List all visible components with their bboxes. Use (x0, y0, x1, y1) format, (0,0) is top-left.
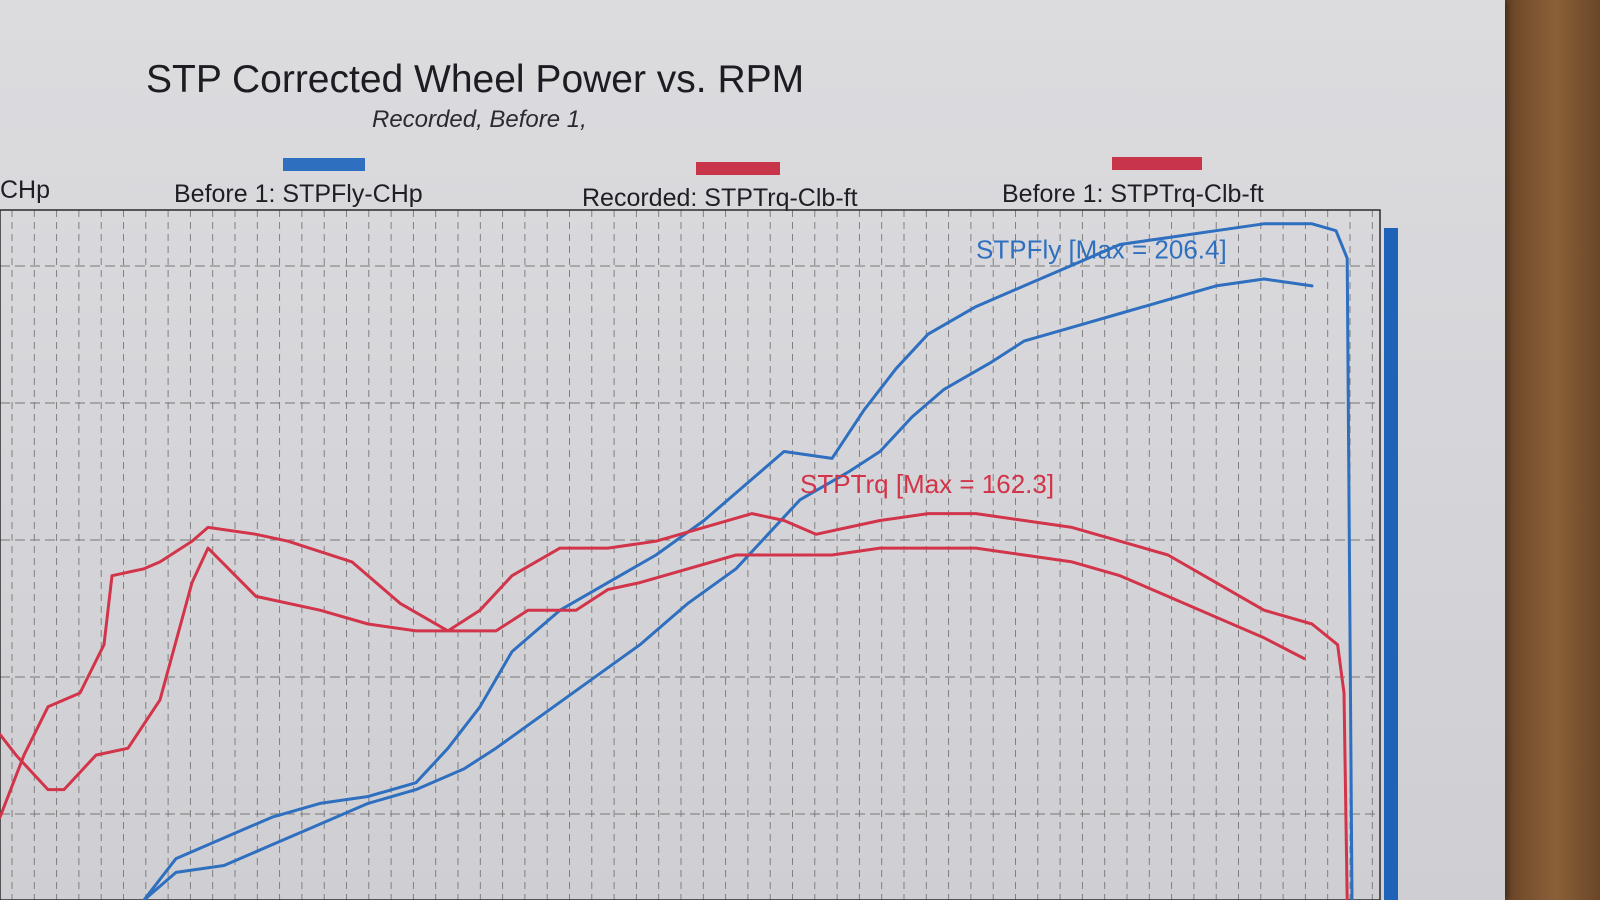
chart-title: STP Corrected Wheel Power vs. RPM (146, 58, 805, 101)
series-group (0, 222, 1354, 900)
legend-label: CHp (0, 176, 51, 204)
printout-paper: STP Corrected Wheel Power vs. RPM Record… (0, 0, 1505, 900)
series-line-2 (142, 222, 1354, 900)
legend-label: Before 1: STPFly-CHp (174, 180, 423, 208)
annotation-group: STPFly [Max = 206.4] STPTrq [Max = 162.3] (800, 234, 1227, 499)
legend-swatch (1112, 157, 1202, 170)
chart-subtitle: Recorded, Before 1, (372, 106, 587, 133)
series-line-4 (0, 512, 1349, 900)
series-line-1 (142, 277, 1314, 900)
legend-label: Recorded: STPTrq-Clb-ft (582, 184, 858, 212)
wood-desk-background (1490, 0, 1600, 900)
legend-label: Before 1: STPTrq-Clb-ft (1002, 180, 1264, 208)
dyno-chart: STPFly [Max = 206.4] STPTrq [Max = 162.3] (0, 209, 1398, 900)
right-axis-bar (1384, 228, 1398, 900)
legend-swatch (283, 158, 365, 171)
legend-swatch (696, 162, 780, 175)
grid (0, 210, 1380, 900)
power-max-label: STPFly [Max = 206.4] (976, 234, 1227, 264)
torque-max-label: STPTrq [Max = 162.3] (800, 469, 1054, 499)
series-line-3 (0, 546, 1306, 792)
plot-frame (0, 209, 1381, 900)
